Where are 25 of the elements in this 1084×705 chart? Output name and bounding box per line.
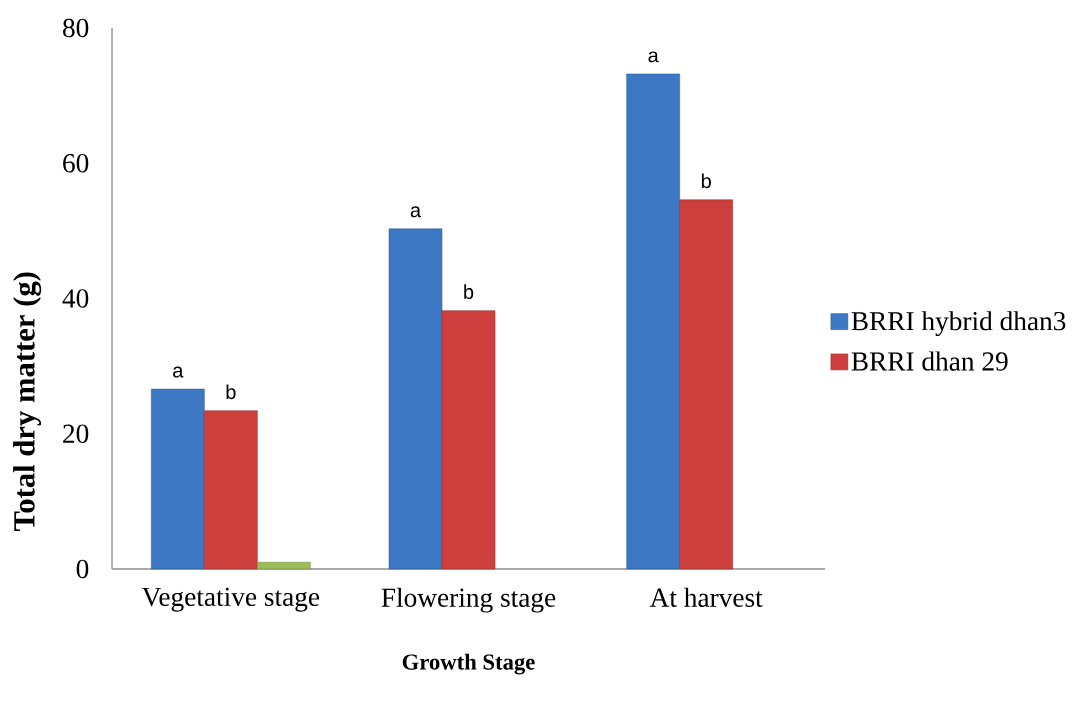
bar (441, 310, 496, 570)
bar (257, 561, 311, 570)
legend-label: BRRI dhan 29 (851, 351, 1008, 371)
data-label: a (173, 366, 184, 378)
data-label: b (226, 384, 236, 400)
y-tick-label: 80 (63, 18, 89, 38)
data-label: a (410, 206, 422, 218)
y-tick-label: 0 (76, 559, 89, 579)
x-tick-label: At harvest (649, 587, 763, 607)
y-tick-label: 20 (63, 424, 89, 443)
bar (626, 73, 680, 570)
data-label: b (464, 284, 474, 300)
data-label: b (701, 173, 711, 189)
y-tick-label: 60 (63, 154, 89, 173)
x-axis-title: Growth Stage (402, 653, 535, 675)
legend-label: BRRI hybrid dhan3 (851, 311, 1066, 336)
bar (388, 228, 443, 570)
bar (204, 410, 258, 570)
y-tick-label: 40 (62, 289, 89, 308)
x-tick-label: Vegetative stage (141, 587, 320, 612)
bar (151, 388, 205, 570)
x-tick-label: Flowering stage (381, 587, 556, 613)
y-axis-title: Total dry matter (g) (13, 272, 42, 531)
bar (679, 199, 733, 570)
data-label: a (648, 51, 659, 63)
